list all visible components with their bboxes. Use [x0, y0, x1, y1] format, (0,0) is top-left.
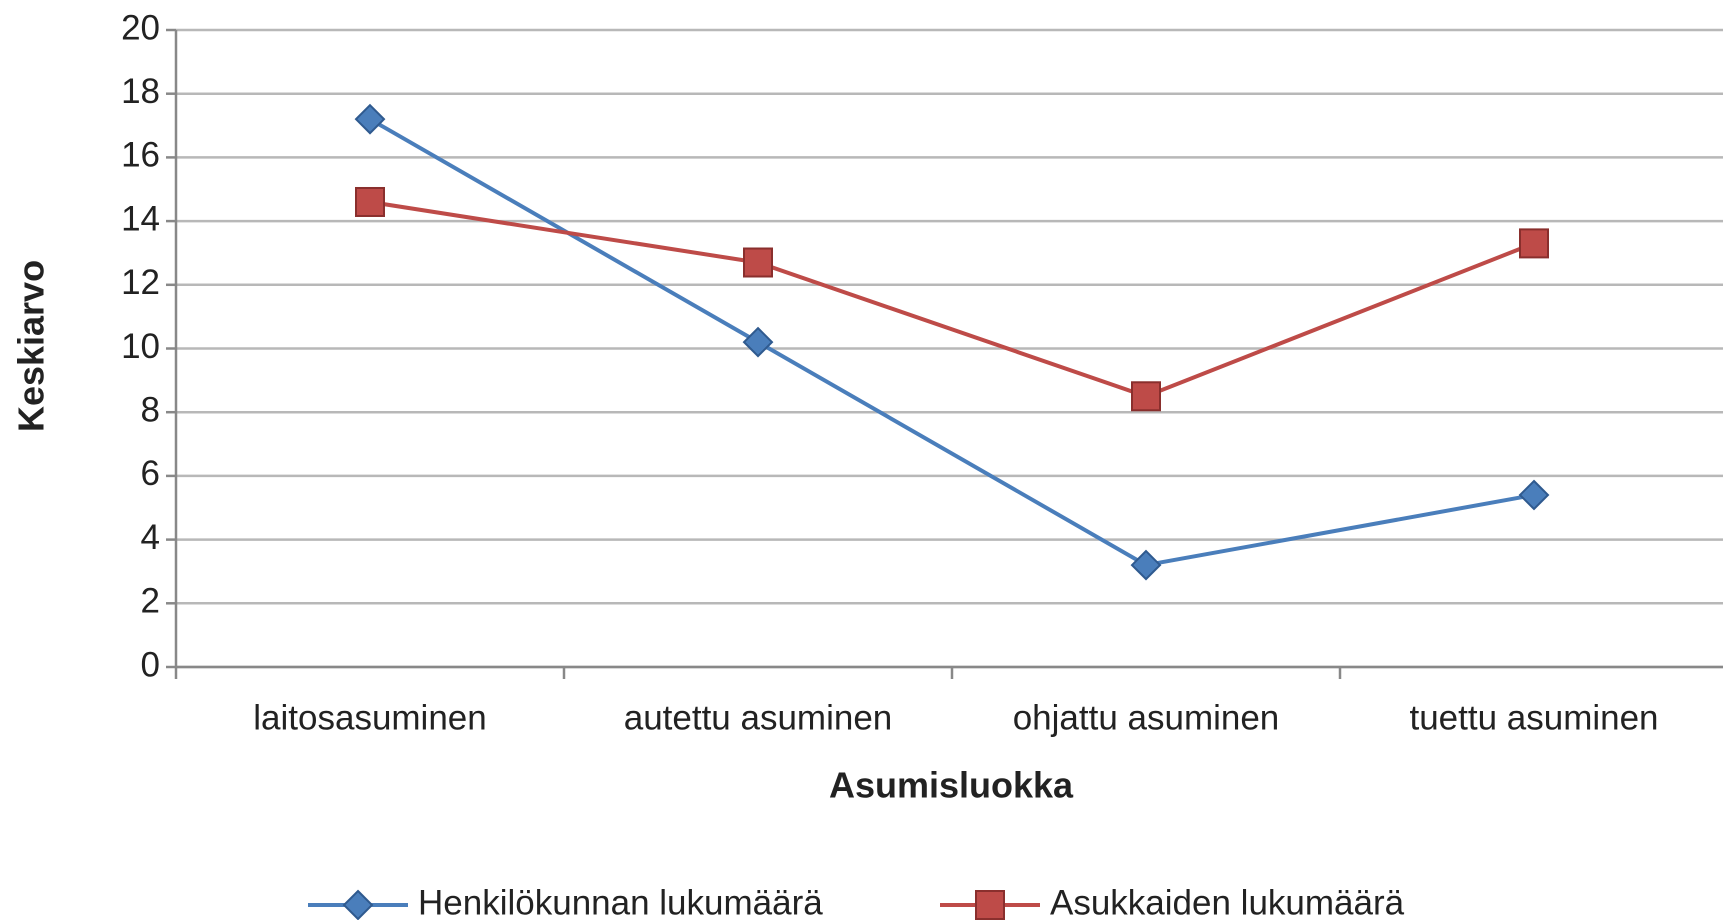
- legend-label: Henkilökunnan lukumäärä: [418, 883, 823, 920]
- marker: [1519, 228, 1549, 259]
- y-tick-label: 8: [141, 390, 160, 429]
- legend-label: Asukkaiden lukumäärä: [1050, 883, 1405, 920]
- series-line: [369, 117, 1535, 568]
- y-tick-label: 12: [121, 263, 160, 302]
- x-tick-label: autettu asuminen: [624, 698, 893, 737]
- y-tick-label: 2: [141, 582, 160, 621]
- y-tick-label: 4: [141, 518, 160, 557]
- marker: [342, 889, 374, 920]
- marker: [355, 186, 385, 217]
- marker: [1518, 479, 1550, 511]
- y-axis-title: Keskiarvo: [11, 260, 52, 432]
- x-tick-label: tuettu asuminen: [1409, 698, 1658, 737]
- x-axis-title: Asumisluokka: [829, 765, 1074, 806]
- marker: [975, 890, 1005, 920]
- y-tick-label: 18: [121, 72, 160, 111]
- x-tick-label: ohjattu asuminen: [1013, 698, 1280, 737]
- marker: [742, 326, 774, 358]
- marker: [1130, 549, 1162, 581]
- series-line: [369, 200, 1535, 399]
- marker: [743, 247, 773, 278]
- y-tick-label: 6: [141, 454, 160, 493]
- y-tick-label: 14: [121, 199, 160, 238]
- marker: [1131, 381, 1161, 412]
- y-tick-label: 20: [121, 8, 160, 47]
- y-tick-label: 16: [121, 136, 160, 175]
- series: [354, 103, 1550, 581]
- y-tick-label: 0: [141, 645, 160, 684]
- x-tick-label: laitosasuminen: [253, 698, 486, 737]
- series: [355, 186, 1549, 412]
- y-tick-label: 10: [121, 327, 160, 366]
- marker: [354, 103, 386, 135]
